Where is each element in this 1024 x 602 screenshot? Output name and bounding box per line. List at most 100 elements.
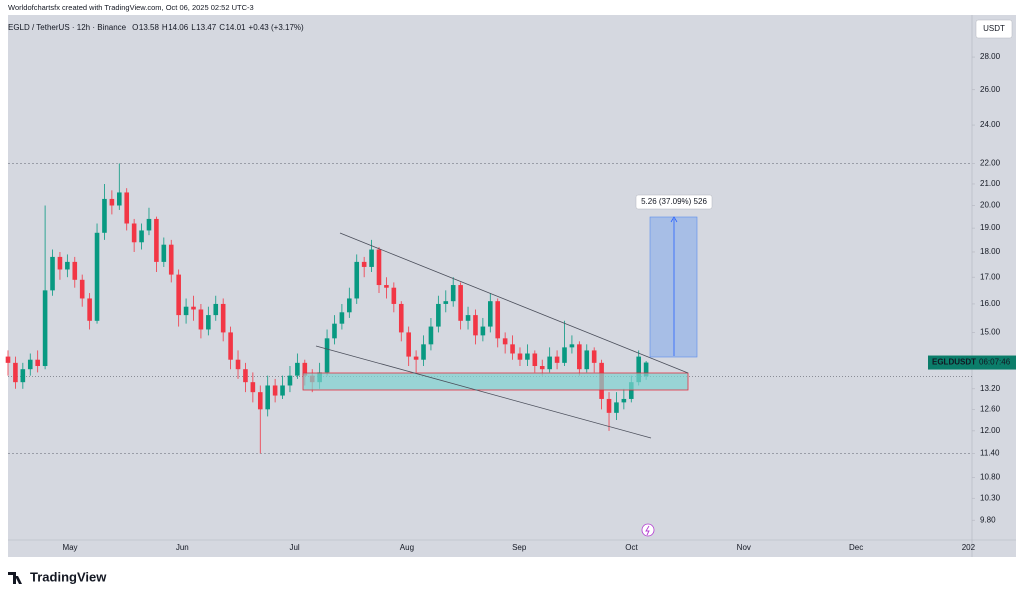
candle-body (384, 285, 389, 288)
candle-body (547, 356, 552, 370)
x-tick-label: Oct (625, 543, 638, 552)
candle-body (606, 398, 612, 413)
candle-body (131, 223, 137, 243)
candle-body (27, 359, 33, 370)
candle-body (406, 332, 411, 357)
candle-body (369, 249, 374, 267)
candle-body (621, 398, 627, 403)
candle-body (20, 369, 26, 383)
time-axis (8, 540, 972, 557)
y-tick-label: 12.60 (980, 404, 1001, 413)
candle-body (161, 244, 167, 262)
candle-body (220, 303, 226, 333)
candle-body (488, 301, 493, 327)
candle-body (213, 303, 219, 316)
plot-layer (5, 163, 972, 454)
candle-body (502, 338, 508, 345)
candle-body (428, 326, 434, 345)
candle-body (614, 402, 619, 413)
candle-body (391, 287, 397, 304)
candle-body (295, 362, 300, 376)
brand: TradingView (30, 569, 107, 584)
candle-body (443, 301, 449, 304)
candle-body (643, 362, 649, 377)
candle-body (94, 232, 100, 321)
candle-body (65, 261, 70, 270)
y-tick-label: 20.00 (980, 201, 1001, 210)
candle-body (183, 306, 189, 316)
y-tick-label: 24.00 (980, 120, 1001, 129)
candle-body (539, 366, 545, 370)
candle-body (35, 359, 40, 367)
candle-body (124, 192, 130, 224)
ohlc-value: 13.47 (196, 23, 217, 32)
candle-body (591, 350, 597, 363)
candle-body (228, 332, 233, 360)
x-tick-label: Aug (400, 543, 414, 552)
event-icon (641, 523, 655, 537)
candle-body (517, 353, 523, 360)
candle-body (554, 356, 560, 363)
candle-body (250, 382, 256, 393)
y-tick-label: 16.00 (980, 299, 1001, 308)
candle-body (465, 315, 471, 321)
measure-label: 5.26 (37.09%) 526 (641, 197, 707, 206)
logo-mark (8, 572, 22, 584)
currency-box (975, 19, 1013, 39)
candle-body (42, 290, 48, 367)
candle-body (569, 344, 575, 348)
candle-body (139, 230, 144, 243)
candle-body (243, 369, 248, 383)
candle-body (636, 356, 641, 383)
candle-body (87, 298, 92, 321)
candle-body (532, 353, 538, 367)
candle-body (450, 285, 456, 302)
y-tick-label: 26.00 (980, 85, 1001, 94)
candle-body (272, 385, 278, 396)
candle-body (72, 261, 78, 280)
candle-body (206, 315, 211, 330)
candle-body (191, 306, 196, 310)
credit: Worldofchartsfx created with TradingView… (8, 3, 254, 12)
plot-area (8, 15, 972, 540)
candle-body (13, 362, 18, 383)
support-zone (302, 372, 689, 391)
x-tick-label: Jul (289, 543, 299, 552)
candle-body (79, 279, 85, 299)
y-tick-label: 15.00 (980, 328, 1001, 337)
change: +0.43 (+3.17%) (249, 23, 304, 32)
x-tick-label: Jun (176, 543, 189, 552)
candle-body (265, 385, 270, 410)
ohlc-label: O (132, 23, 138, 32)
candle-body (146, 218, 152, 231)
candle-body (198, 309, 204, 330)
candle-body (473, 315, 478, 336)
y-tick-label: 10.80 (980, 472, 1001, 481)
candle-body (398, 303, 404, 333)
candle-body (102, 198, 107, 233)
candle-body (413, 356, 419, 360)
y-tick-label: 9.80 (980, 515, 996, 524)
price-label: EGLDUSDT (932, 358, 976, 367)
ohlc-value: 14.01 (225, 23, 246, 32)
y-tick-label: 17.00 (980, 272, 1001, 281)
y-tick-label: 19.00 (980, 223, 1001, 232)
x-tick-label: May (62, 543, 77, 552)
candle-body (302, 362, 308, 376)
ohlc-label: H (162, 23, 168, 32)
candle-body (510, 344, 515, 354)
candle-body (109, 198, 115, 206)
price-axis (972, 15, 1016, 557)
candle-body (339, 312, 345, 324)
candle-body (117, 192, 122, 206)
countdown: 06:07:46 (979, 358, 1011, 367)
candle-body (584, 350, 590, 370)
candle-body (562, 347, 567, 363)
ohlc-label: C (219, 23, 225, 32)
x-tick-label: 202 (962, 543, 976, 552)
y-tick-label: 22.00 (980, 159, 1001, 168)
y-tick-label: 13.20 (980, 384, 1001, 393)
measure-box (649, 216, 698, 358)
